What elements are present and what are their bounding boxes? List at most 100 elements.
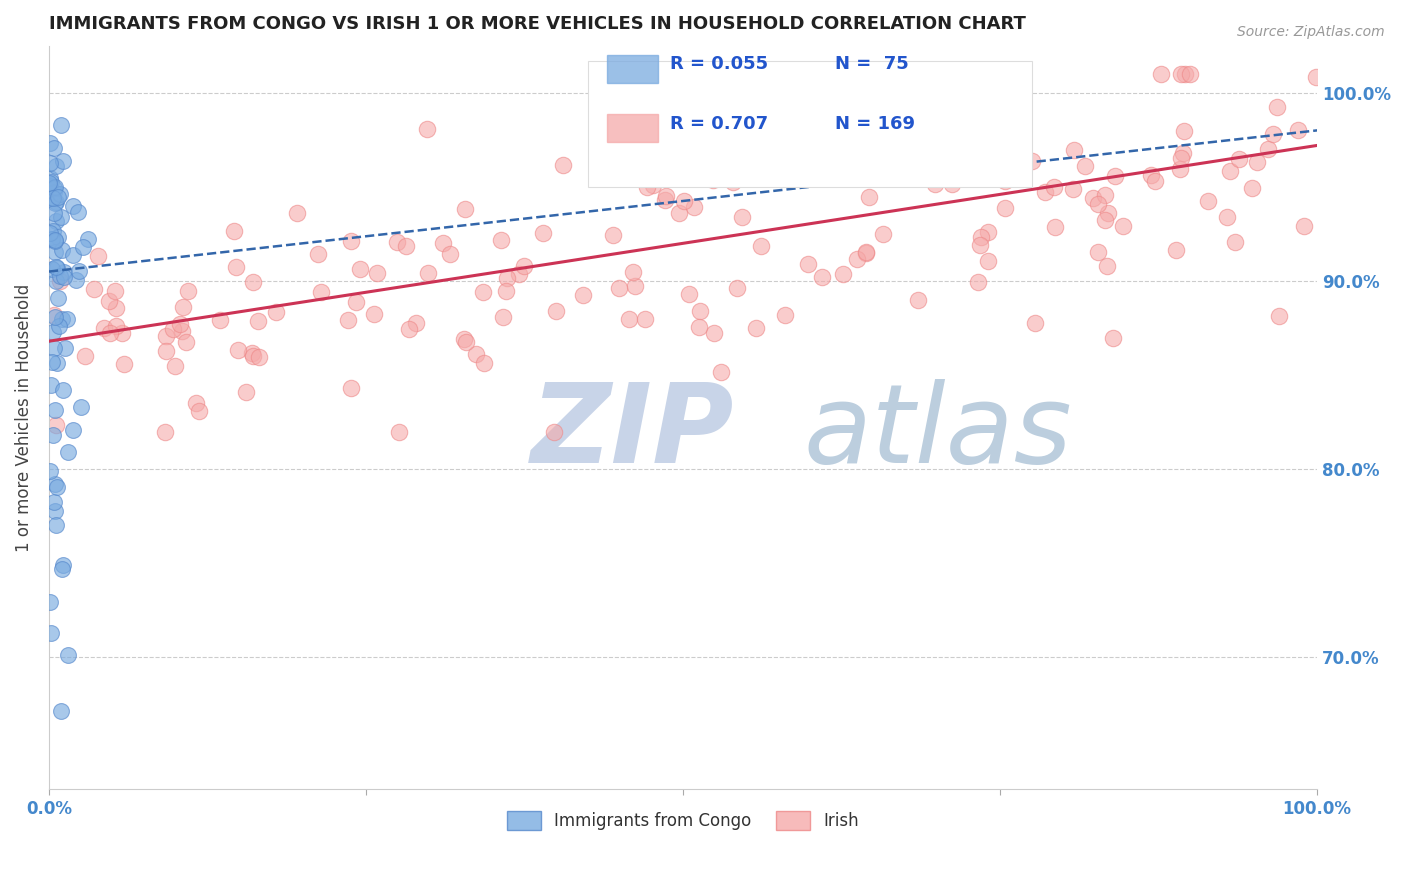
- Point: [977, 254, 1000, 268]
- Point: [49, 210, 72, 224]
- Point: [1305, 70, 1327, 85]
- Point: [1265, 99, 1288, 113]
- Point: [311, 285, 333, 299]
- Point: [41, 190, 63, 204]
- Point: [492, 310, 515, 324]
- Point: [72, 239, 94, 253]
- Point: [621, 265, 644, 279]
- Point: [49, 269, 72, 284]
- Point: [41, 232, 63, 246]
- Point: [703, 326, 725, 340]
- Point: [1101, 331, 1123, 345]
- Point: [1170, 151, 1192, 165]
- Point: [472, 356, 495, 370]
- Text: N = 169: N = 169: [835, 115, 915, 133]
- Point: [512, 259, 534, 273]
- Point: [1294, 219, 1316, 234]
- Point: [543, 425, 565, 439]
- Point: [38, 176, 60, 190]
- Point: [56, 445, 79, 459]
- Point: [682, 201, 704, 215]
- Point: [38, 178, 60, 193]
- Point: [45, 274, 67, 288]
- Point: [405, 316, 427, 330]
- Point: [45, 159, 67, 173]
- Point: [44, 308, 66, 322]
- Point: [225, 260, 247, 274]
- Point: [439, 247, 461, 261]
- Y-axis label: 1 or more Vehicles in Household: 1 or more Vehicles in Household: [15, 284, 32, 551]
- Point: [38, 170, 60, 185]
- Point: [41, 378, 63, 392]
- Point: [993, 201, 1015, 215]
- Point: [1097, 260, 1119, 274]
- Point: [41, 232, 63, 246]
- Point: [177, 284, 200, 298]
- Point: [1094, 188, 1116, 202]
- Point: [1178, 67, 1201, 81]
- Point: [907, 293, 929, 307]
- Point: [49, 275, 72, 289]
- Point: [1173, 124, 1195, 138]
- Point: [155, 328, 177, 343]
- Point: [46, 356, 69, 370]
- Point: [45, 261, 67, 276]
- Point: [531, 227, 554, 241]
- Point: [67, 205, 90, 219]
- Point: [42, 225, 65, 239]
- Point: [1033, 185, 1056, 199]
- Bar: [607, 54, 658, 83]
- Point: [496, 271, 519, 285]
- Point: [44, 341, 66, 355]
- Point: [491, 233, 513, 247]
- Point: [69, 400, 91, 414]
- Point: [39, 175, 62, 189]
- Point: [363, 307, 385, 321]
- Point: [643, 178, 665, 192]
- Point: [1197, 194, 1219, 208]
- Point: [1227, 152, 1250, 166]
- Point: [366, 265, 388, 279]
- Point: [385, 235, 408, 249]
- Point: [44, 206, 66, 220]
- Point: [344, 295, 367, 310]
- Point: [51, 243, 73, 257]
- Point: [46, 230, 69, 244]
- Point: [41, 354, 63, 368]
- Point: [38, 226, 60, 240]
- Point: [285, 206, 308, 220]
- Point: [1143, 174, 1166, 188]
- Point: [1246, 155, 1268, 169]
- Point: [1240, 181, 1263, 195]
- Point: [1062, 182, 1084, 196]
- Point: [636, 131, 658, 145]
- Point: [619, 312, 641, 326]
- Point: [170, 324, 193, 338]
- Point: [62, 198, 84, 212]
- Point: [51, 562, 73, 576]
- Point: [1021, 153, 1043, 168]
- Point: [49, 186, 72, 201]
- Point: [1140, 168, 1163, 182]
- Point: [551, 158, 574, 172]
- Point: [44, 244, 66, 259]
- Point: [45, 518, 67, 533]
- Point: [39, 464, 62, 478]
- Point: [188, 404, 211, 418]
- Point: [810, 270, 832, 285]
- Point: [76, 232, 98, 246]
- Point: [456, 335, 478, 350]
- Point: [1097, 206, 1119, 220]
- Point: [872, 227, 894, 242]
- Bar: [607, 114, 658, 143]
- Point: [83, 282, 105, 296]
- Point: [53, 265, 76, 279]
- Point: [893, 126, 915, 140]
- Point: [163, 359, 186, 374]
- Point: [745, 321, 768, 335]
- Point: [1112, 219, 1135, 233]
- Point: [222, 224, 245, 238]
- Point: [796, 257, 818, 271]
- Point: [432, 236, 454, 251]
- Point: [49, 118, 72, 132]
